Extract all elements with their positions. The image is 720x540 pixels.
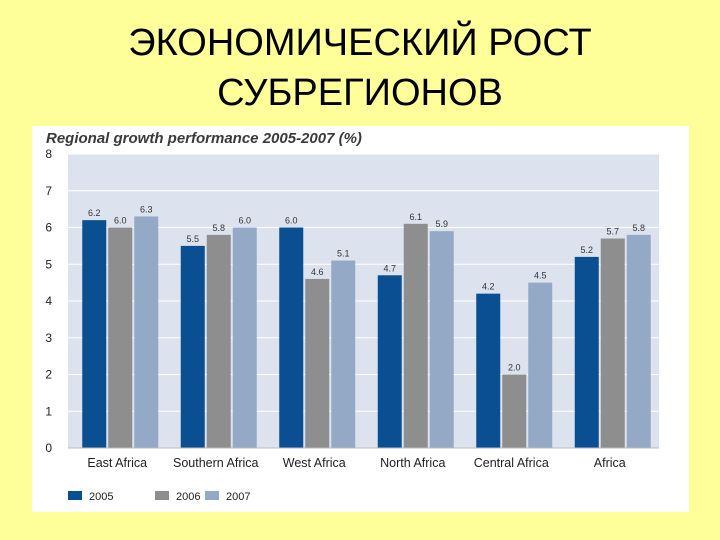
data-label: 4.6 [311,267,324,277]
data-label: 6.1 [409,212,422,222]
category-label: North Africa [380,456,445,470]
y-tick-label: 7 [45,184,52,198]
category-label: Africa [594,456,626,470]
data-label: 5.1 [337,249,350,259]
bar [279,227,304,448]
bar [305,278,330,448]
data-label: 4.2 [482,282,495,292]
bar [206,234,231,448]
bar-chart: Regional growth performance 2005-2007 (%… [45,130,659,503]
bar [600,238,625,448]
data-label: 5.5 [186,234,199,244]
chart-panel: Regional growth performance 2005-2007 (%… [32,126,689,512]
data-label: 5.9 [435,219,448,229]
bar [403,223,428,448]
data-label: 4.7 [383,263,396,273]
bar [134,216,159,448]
data-label: 5.8 [212,223,225,233]
slide-title-line-2: СУБРЕГИОНОВ [217,72,503,114]
legend-label: 2007 [226,491,250,503]
data-label: 6.2 [88,208,101,218]
data-label: 5.8 [632,223,645,233]
data-label: 6.0 [114,216,127,226]
data-label: 6.0 [285,216,298,226]
y-tick-label: 3 [45,331,52,345]
slide-title: ЭКОНОМИЧЕСКИЙ РОСТ СУБРЕГИОНОВ [0,18,720,118]
legend-label: 2005 [89,491,113,503]
y-tick-label: 6 [45,221,52,235]
bar [331,260,356,448]
legend: 2005 2006 2007 [68,491,250,503]
category-label: Central Africa [474,456,549,470]
bar [626,234,651,448]
bar [232,227,257,448]
y-tick-label: 2 [45,368,52,382]
data-label: 2.0 [508,363,521,373]
bar [574,256,599,448]
bar [377,275,402,448]
y-tick-label: 5 [45,257,52,271]
legend-swatch [68,491,82,500]
data-label: 5.7 [606,227,619,237]
y-tick-label: 4 [45,294,52,308]
y-tick-label: 0 [45,441,52,455]
legend-swatch [205,491,219,500]
y-tick-label: 1 [45,404,52,418]
chart-title: Regional growth performance 2005-2007 (%… [46,130,362,147]
bar [528,282,553,448]
bar [476,293,501,448]
data-label: 6.3 [140,204,153,214]
bar [82,220,107,448]
data-label: 5.2 [580,245,593,255]
legend-swatch [155,491,169,500]
legend-label: 2006 [176,491,200,503]
bar [180,245,205,448]
data-label: 4.5 [534,271,547,281]
category-label: West Africa [283,456,346,470]
category-label: Southern Africa [173,456,259,470]
bar [502,374,527,448]
bar [108,227,133,448]
bar [429,231,454,448]
plot-area: 0 1 2 3 4 5 6 7 8 6.2 6.0 6.3 East Africa 5.5 5.8 6.0 So… [45,147,659,470]
y-tick-label: 8 [45,147,52,161]
slide-title-line-1: ЭКОНОМИЧЕСКИЙ РОСТ [128,22,592,64]
data-label: 6.0 [238,216,251,226]
category-label: East Africa [87,456,147,470]
